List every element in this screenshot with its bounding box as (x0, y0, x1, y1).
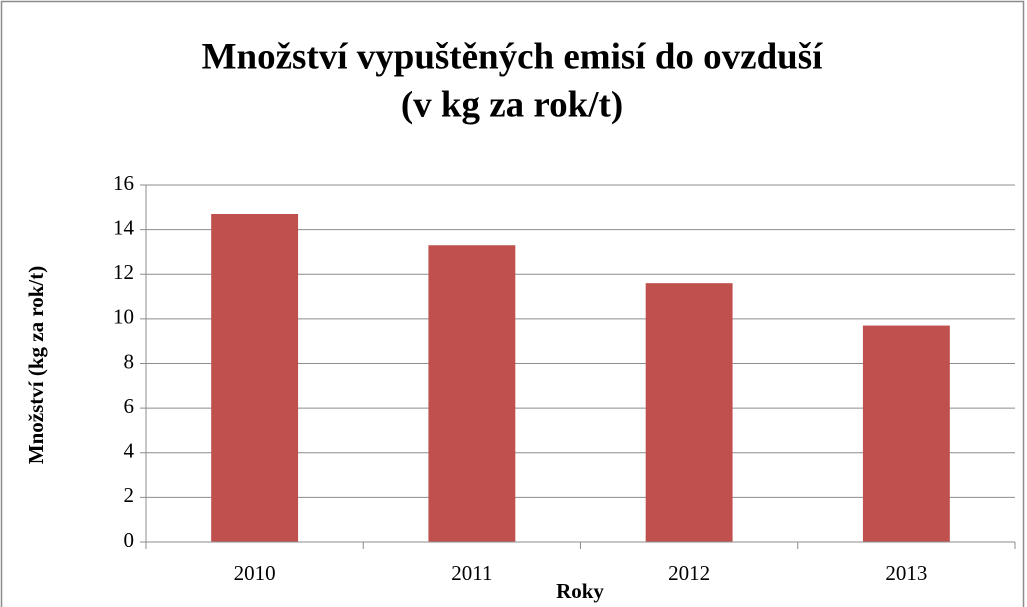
y-tick-label: 10 (113, 305, 134, 329)
y-tick-label: 14 (113, 215, 135, 239)
x-tick-label: 2013 (885, 561, 927, 585)
y-axis-title: Množství (kg za rok/t) (24, 266, 48, 465)
y-tick-label: 2 (124, 483, 135, 507)
bar (428, 245, 516, 542)
chart-title: (v kg za rok/t) (401, 84, 623, 125)
y-tick-label: 6 (124, 394, 135, 418)
y-tick-label: 12 (113, 260, 134, 284)
bar (211, 214, 299, 542)
bar (862, 325, 950, 542)
y-tick-label: 4 (124, 439, 135, 463)
x-tick-label: 2010 (234, 561, 276, 585)
y-tick-label: 16 (113, 171, 134, 195)
x-tick-label: 2011 (451, 561, 492, 585)
x-axis-title: Roky (556, 579, 604, 603)
x-tick-label: 2012 (668, 561, 710, 585)
chart-title: Množství vypuštěných emisí do ovzduší (202, 36, 824, 77)
bar (645, 283, 733, 542)
y-tick-label: 8 (124, 349, 135, 373)
y-tick-label: 0 (124, 528, 135, 552)
